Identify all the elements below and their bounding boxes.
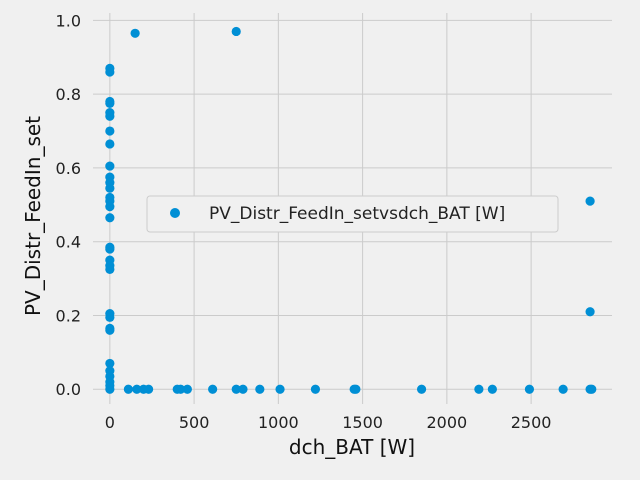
data-point — [105, 67, 115, 77]
data-point — [105, 264, 115, 274]
data-point — [524, 384, 535, 394]
data-point — [231, 384, 241, 394]
y-axis-label: PV_Distr_FeedIn_set — [21, 116, 45, 316]
data-point — [351, 384, 361, 394]
y-tick-label: 0.4 — [56, 233, 81, 252]
data-point — [132, 384, 142, 394]
data-point — [474, 384, 484, 394]
data-point — [105, 384, 115, 394]
data-point — [105, 325, 115, 335]
data-point — [105, 98, 115, 108]
legend-marker — [170, 208, 180, 218]
data-point — [130, 28, 140, 38]
x-tick-label: 2500 — [511, 413, 552, 432]
data-point — [105, 111, 115, 121]
data-point — [585, 196, 595, 206]
data-point — [105, 244, 115, 254]
legend: PV_Distr_FeedIn_setvsdch_BAT [W] — [146, 195, 559, 233]
x-tick-label: 1500 — [342, 413, 383, 432]
y-tick-label: 0.0 — [56, 380, 81, 399]
x-axis-label: dch_BAT [W] — [289, 435, 415, 459]
data-point — [105, 312, 115, 322]
data-point — [105, 358, 115, 369]
data-point — [238, 384, 248, 394]
data-point — [123, 384, 133, 394]
data-point — [487, 384, 497, 394]
data-point — [105, 183, 115, 193]
data-point — [231, 26, 241, 37]
x-tick-label: 1000 — [258, 413, 299, 432]
data-point — [176, 384, 186, 394]
tick-labels: 0 500 1000 1500 2000 2500 0.0 0.2 0.4 0.6 0.8 1.0 — [56, 11, 552, 432]
data-point — [144, 384, 154, 394]
data-point — [416, 384, 427, 394]
y-tick-label: 0.2 — [56, 306, 81, 325]
legend-entry-label: PV_Distr_FeedIn_setvsdch_BAT [W] — [209, 204, 505, 224]
x-tick-label: 500 — [179, 413, 210, 432]
y-tick-label: 1.0 — [56, 11, 81, 30]
data-point — [585, 307, 595, 317]
data-point — [310, 384, 321, 394]
x-tick-label: 0 — [105, 413, 115, 432]
data-point — [105, 161, 115, 171]
data-point — [587, 384, 597, 394]
y-tick-label: 0.6 — [56, 159, 81, 178]
data-point — [105, 202, 115, 212]
y-tick-label: 0.8 — [56, 85, 81, 104]
x-tick-label: 2000 — [427, 413, 468, 432]
data-point — [208, 384, 218, 394]
data-point — [105, 213, 115, 223]
data-points — [105, 26, 597, 394]
data-point — [558, 384, 568, 394]
data-point — [275, 384, 285, 394]
legend-box — [146, 195, 559, 233]
data-point — [105, 139, 115, 149]
data-point — [255, 384, 265, 394]
data-point — [105, 126, 115, 136]
data-point — [182, 384, 192, 394]
